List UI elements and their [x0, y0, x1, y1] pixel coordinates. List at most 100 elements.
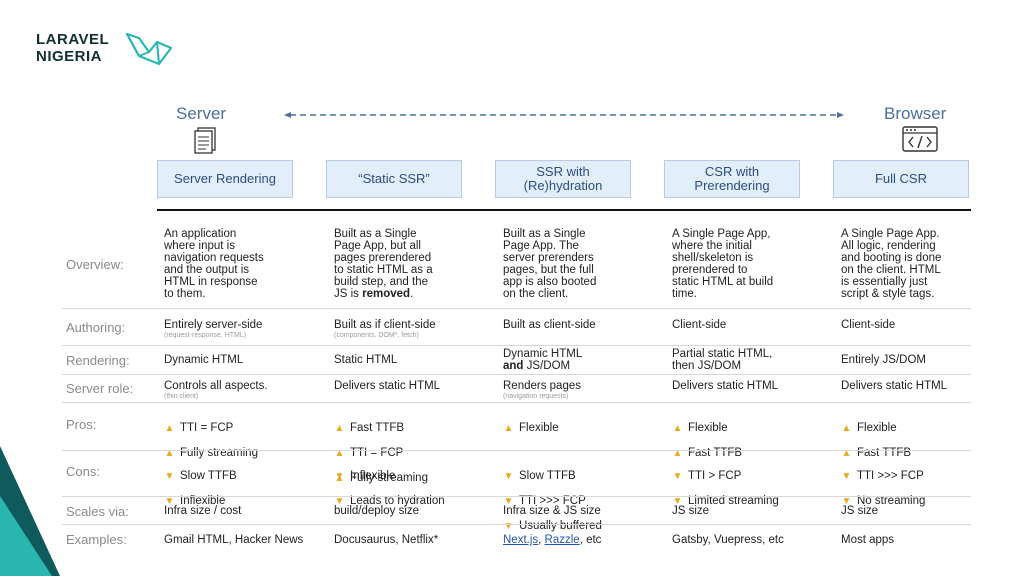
con-text: Leads to hydration [350, 495, 445, 507]
thumbs-down-icon: ▼ [164, 496, 175, 507]
con-text: TTI >>> FCP [519, 495, 586, 507]
server-role-cell: Delivers static HTML [841, 380, 948, 392]
con-item: ▼ No streaming [841, 495, 926, 508]
thumbs-down-icon: ▼ [841, 471, 852, 482]
pro-text: Fast TTFB [350, 422, 405, 434]
examples-cell: Next.js, Razzle, etc [503, 534, 601, 546]
authoring-main: Entirely server-side [164, 319, 263, 331]
con-item: ▼ Slow TTFB [503, 470, 602, 483]
axis-label-server: Server [176, 104, 227, 123]
server-role-cell: Renders pages (navigation requests) [503, 380, 581, 401]
rendering-text-end: JS/DOM [523, 360, 571, 372]
con-text: Limited streaming [688, 495, 779, 507]
browser-code-icon [902, 126, 938, 152]
pro-text: TTI = FCP [180, 422, 234, 434]
con-item: ▼ Leads to hydration [334, 495, 445, 508]
overview-cell: A Single Page App. All logic, rendering … [841, 228, 942, 300]
con-item: ▼ Inflexible [334, 470, 445, 483]
authoring-cell: Entirely server-side (request-response, H… [164, 319, 262, 340]
razzle-link[interactable]: Razzle [544, 534, 580, 546]
pro-text: Flexible [857, 422, 897, 434]
pro-item: ▲ Fully streaming [334, 472, 428, 485]
scales-cell: Infra size & JS size [503, 505, 601, 517]
row-divider [62, 496, 971, 497]
corner-decoration-light [0, 496, 52, 576]
server-browser-double-arrow [284, 112, 844, 118]
rendering-text: Dynamic HTML [503, 348, 583, 360]
scales-cell: JS size [672, 505, 710, 517]
rendering-cell: Static HTML [334, 354, 398, 366]
overview-suffix: . [410, 288, 414, 300]
thumbs-down-icon: ▼ [164, 471, 175, 482]
examples-rest: , etc [579, 534, 602, 546]
rendering-cell: Entirely JS/DOM [841, 354, 926, 366]
pro-item: ▲ Flexible [503, 422, 559, 435]
con-text: Slow TTFB [519, 470, 576, 482]
row-label-cons: Cons: [66, 464, 100, 479]
brand-line-1: LARAVEL [36, 31, 110, 48]
thumbs-down-icon: ▼ [841, 496, 852, 507]
server-role-cell: Delivers static HTML [672, 380, 779, 392]
cons-cell: ▼ TTI >>> FCP ▼ No streaming [841, 458, 926, 520]
server-role-cell: Controls all aspects. (thin client) [164, 380, 268, 401]
pro-text: Flexible [519, 422, 559, 434]
overview-bold-word: removed [362, 288, 411, 300]
thumbs-up-icon: ▲ [334, 473, 345, 484]
row-label-pros: Pros: [66, 417, 97, 432]
thumbs-up-icon: ▲ [672, 448, 683, 459]
examples-cell: Docusaurus, Netflix* [334, 534, 439, 546]
row-divider [62, 524, 971, 525]
row-label-rendering: Rendering: [66, 353, 130, 368]
row-divider [62, 402, 971, 403]
con-item: ▼ TTI >>> FCP [841, 470, 925, 483]
thumbs-up-icon: ▲ [672, 423, 683, 434]
con-item: ▼ Limited streaming [672, 495, 779, 508]
con-item: ▼ Inflexible [164, 495, 237, 508]
server-role-main: Renders pages [503, 380, 581, 392]
con-item: ▼ Usually buffered [503, 520, 602, 533]
row-label-server-role: Server role: [66, 381, 134, 396]
authoring-cell: Built as client-side [503, 319, 596, 331]
con-item: ▼ Slow TTFB [164, 470, 237, 483]
server-document-icon [194, 127, 216, 154]
thumbs-down-icon: ▼ [672, 471, 683, 482]
thumbs-down-icon: ▼ [503, 496, 514, 507]
pros-cell: ▲ Flexible [503, 410, 559, 447]
column-header-csr-prerendering: CSR with Prerendering [664, 160, 800, 198]
thumbs-up-icon: ▲ [334, 423, 345, 434]
axis-label-browser: Browser [884, 104, 947, 123]
con-text: Slow TTFB [180, 470, 237, 482]
thumbs-up-icon: ▲ [841, 448, 852, 459]
cons-cell: ▼ Inflexible ▼ Leads to hydration [334, 458, 445, 520]
overview-cell: Built as a Single Page App. The server p… [503, 228, 597, 300]
examples-cell: Gmail HTML, Hacker News [164, 534, 304, 546]
row-label-scales-via: Scales via: [66, 504, 129, 519]
authoring-note: (request-response, HTML) [164, 332, 247, 339]
authoring-cell: Client-side [672, 319, 727, 331]
column-header-static-ssr: “Static SSR” [326, 160, 462, 198]
row-label-authoring: Authoring: [66, 320, 126, 335]
pro-text: Fully streaming [350, 472, 428, 484]
examples-cell: Most apps [841, 534, 895, 546]
authoring-cell: Built as if client-side (components, DOM*… [334, 319, 436, 340]
row-label-examples: Examples: [66, 532, 127, 547]
con-item: ▼ TTI > FCP [672, 470, 779, 483]
con-text: No streaming [857, 495, 926, 507]
thumbs-up-icon: ▲ [503, 423, 514, 434]
pro-item: ▲ TTI = FCP [164, 422, 258, 435]
column-header-full-csr: Full CSR [833, 160, 969, 198]
thumbs-up-icon: ▲ [164, 423, 175, 434]
pro-item: ▲ Fast TTFB [334, 422, 428, 435]
rendering-cell: Dynamic HTML [164, 354, 244, 366]
server-role-note: (thin client) [164, 393, 199, 400]
thumbs-up-icon: ▲ [841, 423, 852, 434]
authoring-note: (components, DOM*, fetch) [334, 332, 419, 339]
con-text: Inflexible [350, 470, 396, 482]
thumbs-down-icon: ▼ [672, 496, 683, 507]
con-text: TTI >>> FCP [857, 470, 924, 482]
row-divider [62, 345, 971, 346]
rendering-cell: Partial static HTML, then JS/DOM [672, 348, 773, 372]
thumbs-up-icon: ▲ [164, 448, 175, 459]
con-text: Inflexible [180, 495, 226, 507]
nextjs-link[interactable]: Next.js [503, 534, 539, 546]
